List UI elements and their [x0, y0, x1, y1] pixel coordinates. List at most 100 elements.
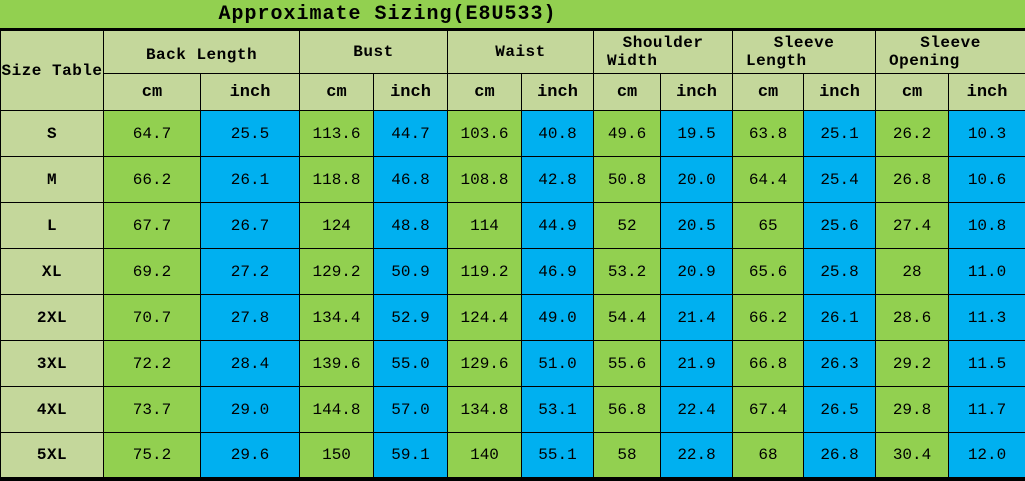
- value-cell-cm: 58: [594, 433, 661, 479]
- value-cell-cm: 66.2: [104, 157, 201, 203]
- value-cell-cm: 65: [733, 203, 804, 249]
- unit-header-cm: cm: [104, 74, 201, 111]
- value-cell-inch: 11.5: [949, 341, 1025, 387]
- value-cell-inch: 25.5: [201, 111, 300, 157]
- value-cell-cm: 26.8: [876, 157, 949, 203]
- value-cell-inch: 26.7: [201, 203, 300, 249]
- value-cell-inch: 27.8: [201, 295, 300, 341]
- group-header-sleeve-opening: Sleeve Opening: [876, 31, 1025, 74]
- value-cell-cm: 64.7: [104, 111, 201, 157]
- value-cell-cm: 124: [300, 203, 374, 249]
- unit-header-inch: inch: [804, 74, 876, 111]
- value-cell-inch: 59.1: [374, 433, 448, 479]
- value-cell-cm: 67.4: [733, 387, 804, 433]
- unit-header-inch: inch: [374, 74, 448, 111]
- value-cell-inch: 55.0: [374, 341, 448, 387]
- group-header-line: Bust: [300, 43, 447, 61]
- value-cell-cm: 26.2: [876, 111, 949, 157]
- group-header-line: Sleeve: [733, 34, 875, 52]
- value-cell-cm: 73.7: [104, 387, 201, 433]
- value-cell-cm: 72.2: [104, 341, 201, 387]
- value-cell-cm: 67.7: [104, 203, 201, 249]
- value-cell-inch: 11.3: [949, 295, 1025, 341]
- value-cell-inch: 12.0: [949, 433, 1025, 479]
- group-header-line: Waist: [448, 43, 593, 61]
- group-header-back-length: Back Length: [104, 31, 300, 74]
- value-cell-cm: 52: [594, 203, 661, 249]
- unit-header-cm: cm: [594, 74, 661, 111]
- value-cell-inch: 10.3: [949, 111, 1025, 157]
- size-label: S: [1, 111, 104, 157]
- value-cell-cm: 30.4: [876, 433, 949, 479]
- unit-header-inch: inch: [201, 74, 300, 111]
- group-header-line: Shoulder: [594, 34, 732, 52]
- size-label: 4XL: [1, 387, 104, 433]
- table-title: Approximate Sizing(E8U533): [0, 0, 1025, 30]
- value-cell-cm: 119.2: [448, 249, 522, 295]
- unit-header-inch: inch: [661, 74, 733, 111]
- value-cell-cm: 64.4: [733, 157, 804, 203]
- value-cell-inch: 55.1: [522, 433, 594, 479]
- value-cell-inch: 48.8: [374, 203, 448, 249]
- value-cell-inch: 44.7: [374, 111, 448, 157]
- value-cell-cm: 27.4: [876, 203, 949, 249]
- group-header-bust: Bust: [300, 31, 448, 74]
- value-cell-cm: 50.8: [594, 157, 661, 203]
- value-cell-inch: 44.9: [522, 203, 594, 249]
- value-cell-inch: 21.4: [661, 295, 733, 341]
- value-cell-cm: 108.8: [448, 157, 522, 203]
- unit-header-cm: cm: [733, 74, 804, 111]
- value-cell-cm: 134.8: [448, 387, 522, 433]
- value-cell-cm: 65.6: [733, 249, 804, 295]
- size-label: 3XL: [1, 341, 104, 387]
- value-cell-cm: 150: [300, 433, 374, 479]
- value-cell-cm: 68: [733, 433, 804, 479]
- value-cell-cm: 69.2: [104, 249, 201, 295]
- value-cell-cm: 113.6: [300, 111, 374, 157]
- value-cell-inch: 27.2: [201, 249, 300, 295]
- value-cell-cm: 70.7: [104, 295, 201, 341]
- group-header-shoulder-width: Shoulder Width: [594, 31, 733, 74]
- value-cell-cm: 53.2: [594, 249, 661, 295]
- value-cell-inch: 57.0: [374, 387, 448, 433]
- value-cell-inch: 52.9: [374, 295, 448, 341]
- size-label: 2XL: [1, 295, 104, 341]
- value-cell-inch: 25.4: [804, 157, 876, 203]
- value-cell-inch: 26.3: [804, 341, 876, 387]
- value-cell-cm: 28: [876, 249, 949, 295]
- value-cell-cm: 129.2: [300, 249, 374, 295]
- value-cell-cm: 129.6: [448, 341, 522, 387]
- value-cell-inch: 40.8: [522, 111, 594, 157]
- value-cell-inch: 29.0: [201, 387, 300, 433]
- value-cell-cm: 124.4: [448, 295, 522, 341]
- value-cell-cm: 54.4: [594, 295, 661, 341]
- value-cell-inch: 29.6: [201, 433, 300, 479]
- unit-header-inch: inch: [949, 74, 1025, 111]
- value-cell-inch: 46.9: [522, 249, 594, 295]
- value-cell-cm: 139.6: [300, 341, 374, 387]
- group-header-line: Width: [594, 52, 732, 70]
- value-cell-inch: 25.1: [804, 111, 876, 157]
- unit-header-inch: inch: [522, 74, 594, 111]
- value-cell-inch: 25.6: [804, 203, 876, 249]
- value-cell-inch: 11.0: [949, 249, 1025, 295]
- value-cell-cm: 118.8: [300, 157, 374, 203]
- sizing-table: Size Table Back Length Bust Waist Should…: [0, 30, 1025, 481]
- unit-header-cm: cm: [448, 74, 522, 111]
- value-cell-inch: 26.5: [804, 387, 876, 433]
- value-cell-inch: 25.8: [804, 249, 876, 295]
- value-cell-inch: 49.0: [522, 295, 594, 341]
- corner-header-size-table: Size Table: [1, 31, 104, 111]
- value-cell-cm: 56.8: [594, 387, 661, 433]
- value-cell-cm: 63.8: [733, 111, 804, 157]
- value-cell-cm: 103.6: [448, 111, 522, 157]
- group-header-line: Length: [733, 52, 875, 70]
- value-cell-inch: 26.1: [804, 295, 876, 341]
- value-cell-inch: 53.1: [522, 387, 594, 433]
- unit-header-cm: cm: [300, 74, 374, 111]
